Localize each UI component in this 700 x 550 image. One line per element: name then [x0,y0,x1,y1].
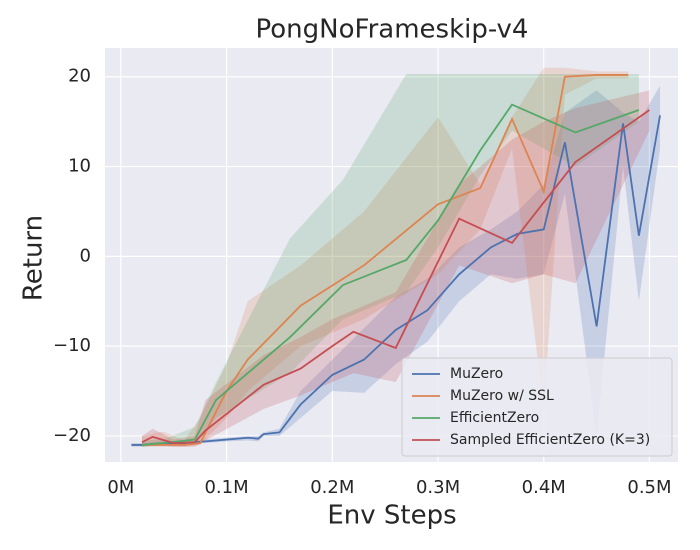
chart-title: PongNoFrameskip-v4 [256,15,529,45]
x-axis-label: Env Steps [327,501,456,531]
legend-label: MuZero w/ SSL [450,388,554,404]
x-tick-label: 0.5M [627,477,671,498]
x-tick-label: 0.2M [310,477,354,498]
y-tick-label: −10 [53,335,91,356]
lines [131,74,661,446]
x-tick-label: 0M [107,477,134,498]
grid [105,48,678,462]
x-tick-label: 0.3M [416,477,460,498]
series-line [141,103,640,446]
y-tick-label: 10 [68,156,91,177]
y-tick-label: 20 [68,66,91,87]
legend-label: EfficientZero [450,410,539,426]
x-tick-label: 0.4M [522,477,566,498]
series-line [142,74,629,446]
confidence-band [142,67,629,447]
y-tick-label: −20 [53,425,91,446]
legend-box [401,357,673,457]
legend-label: MuZero [450,366,503,382]
confidence-band [142,74,639,447]
series-line [141,109,650,445]
confidence-band [142,90,650,447]
y-axis-label: Return [19,215,49,301]
x-tick-label: 0.1M [204,477,248,498]
legend: MuZero MuZero w/ SSL EfficientZero Sampled … [401,357,673,457]
legend-label: Sampled EfficientZero (K=3) [450,432,650,448]
y-tick-label: 0 [80,245,91,266]
